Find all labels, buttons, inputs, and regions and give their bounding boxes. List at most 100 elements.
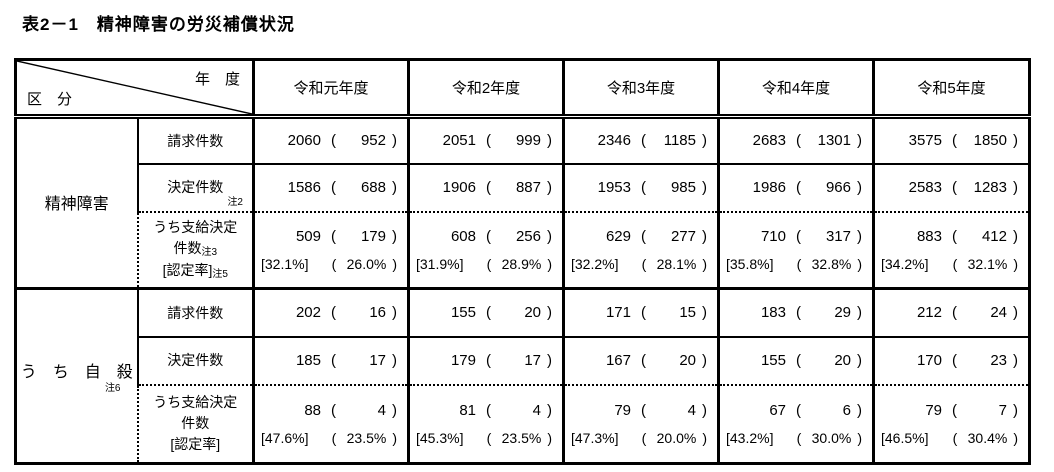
main-value: 167 (605, 351, 631, 369)
value-cell: 67 (6) [43.2%] (30.0%) (717, 383, 874, 464)
main-value: 509 (295, 227, 321, 245)
value-cell: 2346 (1185) (562, 116, 719, 164)
paren-close: ) (1013, 178, 1018, 196)
compensation-table: 年 度 区 分 令和元年度 令和2年度 令和3年度 令和4年度 令和5年度 精神… (14, 58, 1031, 465)
paren-value: 6 (842, 401, 851, 419)
value-cell: 2051 (999) (407, 116, 564, 164)
paren-close: ) (547, 255, 552, 272)
paren-close: ) (392, 132, 397, 150)
paren-close: ) (392, 429, 397, 446)
paren-open: ( (331, 351, 336, 369)
paren-close: ) (1013, 351, 1018, 369)
rate-paren-value: 23.5% (501, 429, 542, 446)
rate-value: [31.9%] (416, 255, 464, 272)
paren-value: 4 (532, 401, 541, 419)
paren-close: ) (702, 429, 707, 446)
rate-note: 注5 (212, 269, 228, 281)
value-cell: 171 (15) (562, 287, 719, 337)
value-cell: 710 (317) [35.8%] (32.8%) (717, 210, 874, 289)
row-label-decisions: 決定件数 注2 (136, 162, 254, 212)
rate-paren-value: 28.9% (501, 255, 542, 272)
value-cell: 79 (7) [46.5%] (30.4%) (872, 383, 1030, 464)
rate-value: [47.3%] (571, 429, 619, 446)
row-label-text: 決定件数 (167, 352, 224, 369)
paren-value: 16 (369, 304, 386, 322)
value-cell: 2060 (952) (252, 116, 409, 164)
paren-close: ) (392, 227, 397, 245)
main-value: 3575 (908, 132, 942, 150)
paren-open: ( (331, 255, 337, 272)
value-cell: 2583 (1283) (872, 162, 1030, 212)
rate-value: [32.1%] (261, 255, 309, 272)
paren-value: 20 (834, 351, 851, 369)
group-note: 注6 (104, 383, 121, 394)
year-header-r1: 令和元年度 (252, 59, 409, 119)
main-value: 155 (450, 304, 476, 322)
row-note: 注2 (227, 196, 243, 208)
paren-open: ( (486, 255, 492, 272)
main-value: 2346 (597, 132, 631, 150)
value-cell: 212 (24) (872, 287, 1030, 337)
table-row: うち支給決定 件数注3 [認定率]注5 509 (179) [32.1%] (26.… (16, 210, 1030, 289)
paren-value: 1185 (663, 132, 696, 150)
paren-close: ) (857, 227, 862, 245)
row-label-granted: うち支給決定 件数注3 [認定率]注5 (136, 210, 254, 289)
main-value: 88 (304, 401, 321, 419)
paren-open: ( (796, 351, 801, 369)
paren-open: ( (952, 132, 957, 150)
row-label-line2: 件数 (173, 240, 202, 257)
paren-close: ) (702, 227, 707, 245)
paren-open: ( (331, 401, 336, 419)
paren-open: ( (952, 401, 957, 419)
year-header-r4: 令和4年度 (717, 59, 874, 119)
row-label-text: 請求件数 (167, 304, 224, 321)
paren-open: ( (331, 132, 336, 150)
value-cell: 155 (20) (407, 287, 564, 337)
value-cell: 1906 (887) (407, 162, 564, 212)
paren-close: ) (547, 132, 552, 150)
table-row: 精神障害 請求件数 2060 (952) 2051 (999) 2346 (1185)… (16, 116, 1030, 213)
main-value: 1986 (752, 178, 786, 196)
paren-open: ( (641, 178, 646, 196)
paren-value: 20 (524, 304, 541, 322)
paren-open: ( (641, 351, 646, 369)
row-label-decisions: 決定件数 (136, 335, 254, 385)
main-value: 170 (916, 351, 942, 369)
row-label-text: 決定件数 (167, 179, 224, 196)
paren-open: ( (796, 429, 802, 446)
main-value: 155 (760, 351, 786, 369)
paren-close: ) (547, 227, 552, 245)
value-cell: 2683 (1301) (717, 116, 874, 164)
row-label-claims: 請求件数 (136, 116, 254, 164)
paren-value: 317 (825, 227, 851, 245)
paren-value: 4 (687, 401, 696, 419)
paren-value: 23 (990, 351, 1007, 369)
year-header-r2: 令和2年度 (407, 59, 564, 119)
rate-paren-value: 28.1% (656, 255, 697, 272)
paren-value: 1301 (817, 132, 851, 150)
rate-paren-value: 23.5% (346, 429, 387, 446)
value-cell: 1953 (985) (562, 162, 719, 212)
rate-value: [45.3%] (416, 429, 464, 446)
paren-open: ( (486, 429, 492, 446)
main-value: 179 (450, 351, 476, 369)
corner-label-year: 年 度 (194, 71, 240, 88)
paren-close: ) (547, 178, 552, 196)
value-cell: 509 (179) [32.1%] (26.0%) (252, 210, 409, 289)
main-value: 185 (295, 351, 321, 369)
corner-label-category: 区 分 (27, 91, 73, 108)
paren-value: 985 (670, 178, 696, 196)
rate-value: [47.6%] (261, 429, 309, 446)
rate-value: [32.2%] (571, 255, 619, 272)
paren-value: 17 (524, 351, 541, 369)
paren-open: ( (641, 429, 647, 446)
paren-close: ) (547, 429, 552, 446)
paren-open: ( (952, 429, 958, 446)
page-title: 表2－1 精神障害の労災補償状況 (22, 15, 295, 34)
main-value: 202 (295, 304, 321, 322)
rate-paren-value: 30.4% (967, 429, 1008, 446)
main-value: 629 (605, 227, 631, 245)
paren-close: ) (392, 351, 397, 369)
paren-open: ( (331, 178, 336, 196)
